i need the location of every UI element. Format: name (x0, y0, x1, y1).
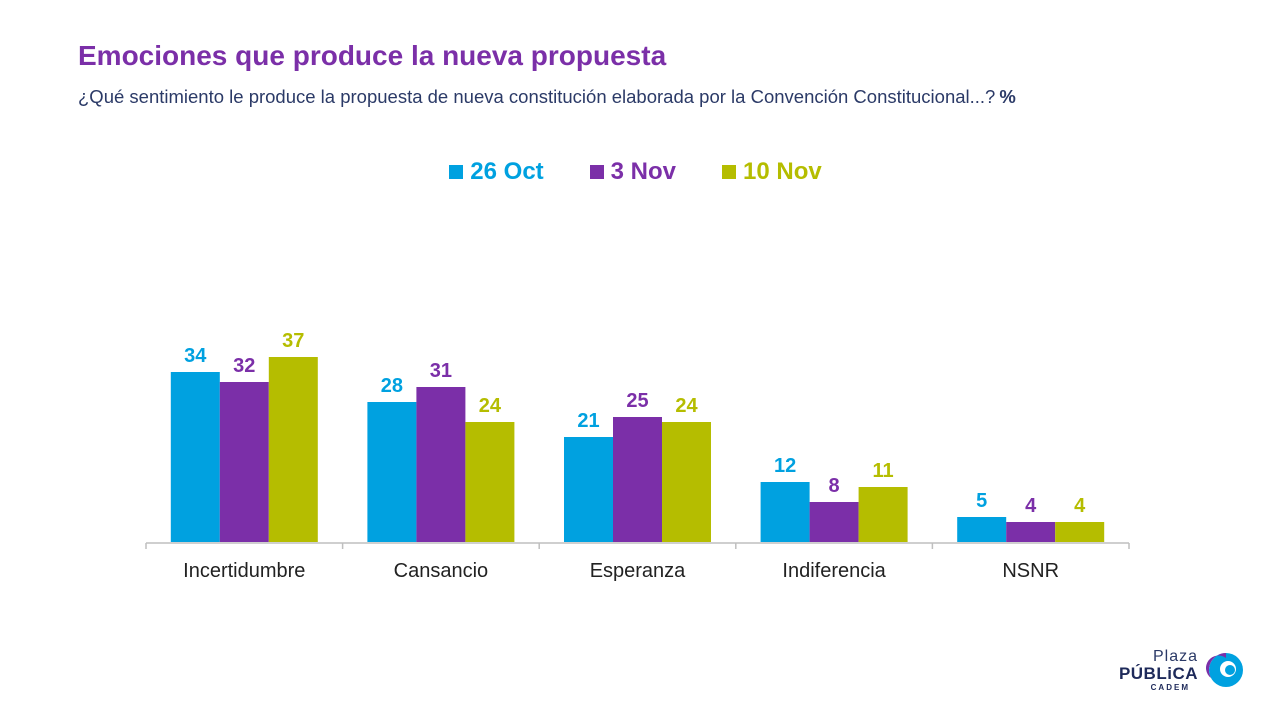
legend-item-10-nov: 10 Nov (722, 158, 822, 186)
bar-nsnr-10-nov (1055, 522, 1105, 542)
bar-cansancio-3-nov (416, 387, 466, 542)
legend-item-3-nov: 3 Nov (589, 158, 677, 186)
bar-esperanza-26-oct (564, 437, 613, 542)
bar-indiferencia-3-nov (809, 502, 859, 542)
bar-cansancio-10-nov (465, 422, 515, 542)
legend-swatch-3-nov (589, 165, 604, 179)
logo-top-text: Plaza (1152, 648, 1198, 665)
bar-incertidumbre-3-nov (219, 382, 269, 542)
data-label-cansancio-26-oct: 28 (381, 375, 403, 397)
bar-cansancio-26-oct (367, 402, 417, 542)
legend-label-10-nov: 10 Nov (743, 158, 822, 185)
legend-label-26-oct: 26 Oct (470, 158, 544, 185)
logo-main-text: PÚBLiCA (1118, 664, 1198, 683)
category-label-incertidumbre: Incertidumbre (183, 560, 305, 582)
data-label-incertidumbre-3-nov: 32 (233, 355, 255, 377)
legend-item-26-oct: 26 Oct (449, 158, 544, 186)
data-label-nsnr-10-nov: 4 (1074, 495, 1086, 517)
chart-legend: 26 Oct 3 Nov 10 Nov (0, 158, 1271, 186)
data-label-indiferencia-26-oct: 12 (774, 455, 796, 477)
bar-incertidumbre-10-nov (268, 357, 318, 542)
plaza-publica-logo: Plaza PÚBLiCA CADEM (1118, 646, 1250, 696)
bar-indiferencia-10-nov (858, 487, 908, 542)
legend-swatch-26-oct (449, 165, 464, 179)
legend-label-3-nov: 3 Nov (610, 158, 677, 185)
subtitle-unit: % (999, 86, 1016, 107)
chart-title: Emociones que produce la nueva propuesta (78, 40, 667, 71)
bar-esperanza-10-nov (662, 422, 711, 542)
bar-nsnr-26-oct (957, 517, 1007, 542)
category-label-nsnr: NSNR (1002, 560, 1059, 582)
data-label-cansancio-10-nov: 24 (479, 395, 502, 417)
subtitle-question: ¿Qué sentimiento le produce la propuesta… (78, 86, 996, 107)
data-label-indiferencia-10-nov: 11 (873, 460, 894, 482)
data-label-indiferencia-3-nov: 8 (829, 475, 840, 497)
data-label-incertidumbre-26-oct: 34 (184, 345, 207, 367)
bar-incertidumbre-26-oct (170, 372, 220, 542)
data-label-nsnr-26-oct: 5 (976, 490, 987, 512)
bar-nsnr-3-nov (1006, 522, 1056, 542)
data-label-cansancio-3-nov: 31 (430, 360, 452, 382)
data-label-esperanza-10-nov: 24 (675, 395, 698, 417)
bar-indiferencia-26-oct (760, 482, 810, 542)
chart-subtitle: ¿Qué sentimiento le produce la propuesta… (78, 86, 1016, 108)
category-label-cansancio: Cansancio (394, 560, 489, 582)
category-label-indiferencia: Indiferencia (782, 560, 886, 582)
data-label-esperanza-26-oct: 21 (577, 410, 599, 432)
data-label-esperanza-3-nov: 25 (626, 390, 648, 412)
bar-esperanza-3-nov (613, 417, 662, 542)
data-label-nsnr-3-nov: 4 (1025, 495, 1037, 517)
logo-swirl-icon (1206, 653, 1243, 687)
logo-sub-text: CADEM (1150, 683, 1190, 692)
data-label-incertidumbre-10-nov: 37 (282, 330, 304, 352)
category-label-esperanza: Esperanza (590, 560, 686, 582)
legend-swatch-10-nov (722, 165, 737, 179)
